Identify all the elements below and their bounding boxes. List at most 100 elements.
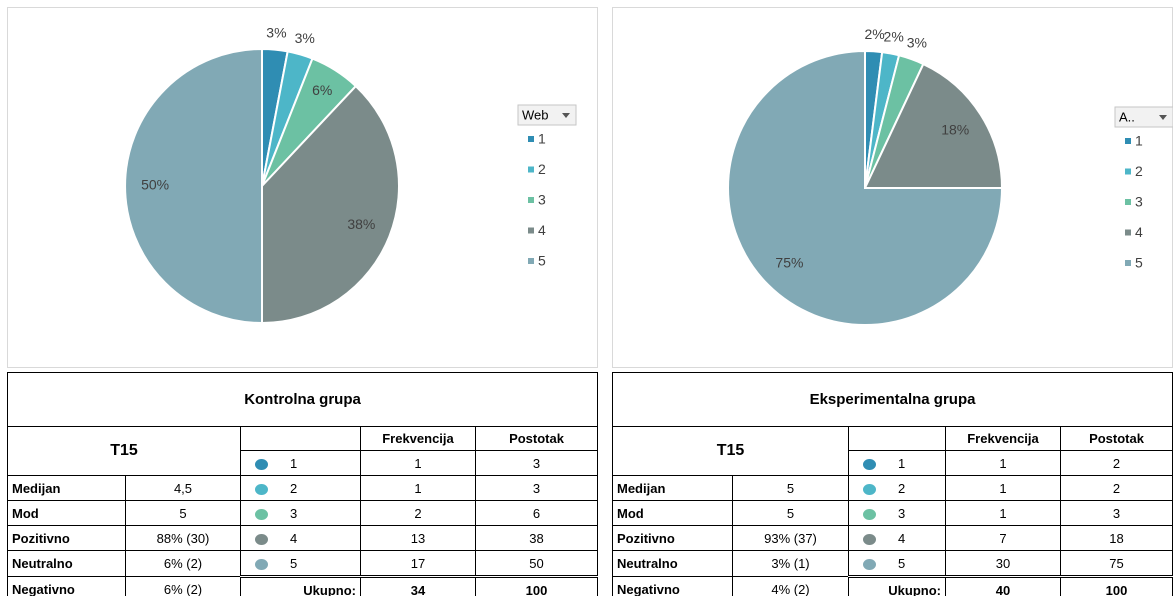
percent: 18	[1059, 525, 1173, 551]
table-row: Eksperimentalna grupa	[611, 372, 1173, 427]
frequency: 13	[360, 525, 476, 551]
stat-label: Medijan	[612, 475, 733, 501]
category-cell: 4	[240, 525, 361, 551]
stat-label: Negativno	[612, 576, 733, 596]
category-dot	[255, 508, 268, 520]
stat-label: Neutralno	[612, 550, 733, 577]
category-label: 5	[898, 555, 906, 571]
category-cell: 1	[240, 450, 361, 476]
total-frequency: 34	[360, 575, 476, 596]
category-cell: 1	[848, 450, 946, 476]
category-label: 1	[290, 455, 298, 471]
stat-value: 3% (1)	[732, 550, 849, 577]
category-label: 3	[290, 505, 298, 521]
column-header: Frekvencija	[945, 426, 1061, 451]
legend-label: 3	[538, 192, 546, 208]
table-body: Kontrolna grupa T15 Frekvencija Postotak 1 1 3…	[6, 372, 599, 596]
table-row: Medijan 4,5 2 1 3	[7, 475, 599, 501]
data-label: 75%	[775, 254, 803, 270]
stat-value: 5	[732, 500, 849, 526]
table-title: Kontrolna grupa	[6, 372, 599, 427]
blank-cell	[240, 426, 361, 451]
frequency: 1	[360, 450, 476, 476]
total-percent: 100	[1059, 575, 1173, 596]
data-label: 50%	[141, 177, 169, 193]
legend-label: 4	[1135, 224, 1143, 240]
legend-swatch	[528, 227, 534, 234]
category-label: 1	[898, 455, 906, 471]
total-label: Ukupno:	[848, 575, 946, 596]
category-cell: 5	[240, 550, 361, 577]
stat-label: Negativno	[7, 576, 126, 596]
stat-value: 5	[125, 500, 241, 526]
data-label: 3%	[266, 24, 286, 40]
legend-filter-button[interactable]	[517, 104, 577, 126]
dropdown-arrow	[562, 113, 570, 118]
table-row: T15 Frekvencija Postotak	[7, 426, 599, 476]
category-label: 3	[898, 505, 906, 521]
legend-filter-button[interactable]	[1114, 106, 1173, 128]
legend-swatch	[1125, 168, 1131, 175]
data-label: 2%	[884, 28, 904, 44]
legend-label: 1	[1135, 133, 1143, 149]
stats-table: Kontrolna grupa T15 Frekvencija Postotak 1 1 3…	[6, 372, 599, 596]
column-header: Postotak	[1059, 426, 1173, 451]
legend-label: 5	[538, 253, 546, 269]
percent: 38	[474, 525, 599, 551]
total-percent: 100	[474, 575, 599, 596]
column-header: Frekvencija	[360, 426, 476, 451]
stat-label: Neutralno	[7, 550, 126, 577]
column-header: Postotak	[474, 426, 599, 451]
category-dot	[863, 508, 876, 520]
legend-swatch	[1125, 260, 1131, 266]
table-header: T15	[612, 426, 849, 476]
table-title: Eksperimentalna grupa	[611, 372, 1173, 427]
table-row: Negativno 6% (2) Ukupno: 34 100	[7, 575, 599, 596]
category-dot	[255, 483, 268, 495]
frequency: 17	[360, 550, 476, 577]
table-row: Kontrolna grupa	[6, 372, 599, 427]
legend-swatch	[528, 166, 534, 173]
data-label: 18%	[941, 121, 969, 137]
category-label: 2	[290, 480, 298, 496]
stat-label: Mod	[7, 500, 126, 526]
dropdown-arrow	[1159, 115, 1167, 120]
table-row: T15 Frekvencija Postotak	[612, 426, 1173, 476]
pie-slice	[863, 62, 1004, 189]
stat-label: Medijan	[7, 475, 126, 501]
table-body: Eksperimentalna grupa T15 Frekvencija Posto…	[611, 372, 1173, 596]
category-label: 2	[898, 480, 906, 496]
category-cell: 4	[848, 525, 946, 551]
table-row: Negativno 4% (2) Ukupno: 40 100	[612, 575, 1173, 596]
percent: 3	[474, 475, 599, 501]
category-dot	[863, 458, 876, 470]
percent: 6	[474, 500, 599, 526]
stat-value: 88% (30)	[125, 525, 241, 551]
data-label: 6%	[312, 82, 332, 98]
stat-value: 6% (2)	[125, 550, 241, 577]
stat-value: 93% (37)	[732, 525, 849, 551]
stat-label: Mod	[612, 500, 733, 526]
stat-value: 6% (2)	[125, 576, 241, 596]
category-cell: 5	[848, 550, 946, 577]
frequency: 1	[945, 500, 1061, 526]
table-row: Neutralno 6% (2) 5 17 50	[7, 550, 599, 577]
category-dot	[255, 558, 268, 570]
legend-label: 4	[538, 222, 546, 238]
category-dot	[863, 558, 876, 570]
category-label: 4	[898, 530, 906, 546]
table-row: Pozitivno 93% (37) 4 7 18	[612, 525, 1173, 551]
frequency: 1	[945, 450, 1061, 476]
legend: A..1 2 3 4 5	[1114, 106, 1173, 271]
category-cell: 3	[240, 500, 361, 526]
data-label: 2%	[864, 26, 884, 42]
legend-swatch	[528, 136, 534, 142]
category-cell: 2	[240, 475, 361, 501]
table-row: Mod 5 3 1 3	[612, 500, 1173, 526]
table-row: Pozitivno 88% (30) 4 13 38	[7, 525, 599, 551]
percent: 3	[474, 450, 599, 476]
frequency: 1	[945, 475, 1061, 501]
legend-label: 2	[538, 161, 546, 177]
